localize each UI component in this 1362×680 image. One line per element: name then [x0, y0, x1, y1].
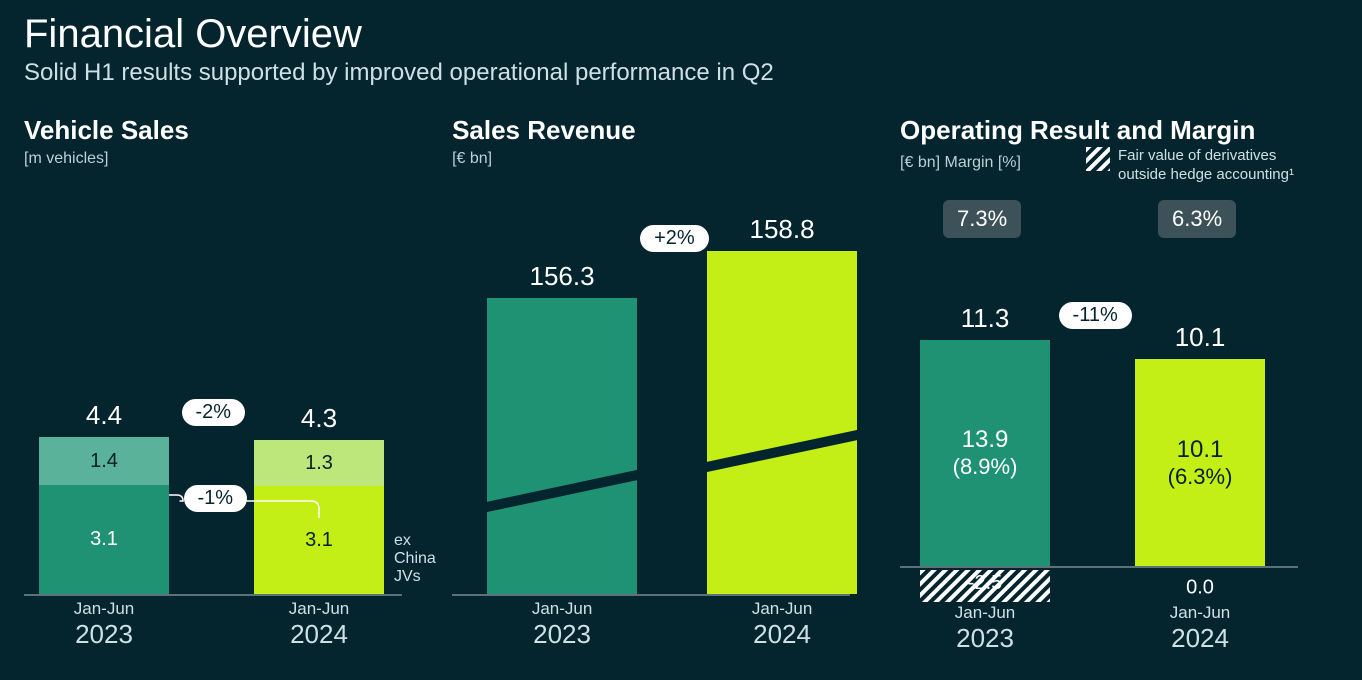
charts-row: Vehicle Sales [m vehicles] 4.4 1.4 3.1 J…: [24, 115, 1338, 660]
axis-baseline: [24, 594, 402, 596]
connector-arrow-icon: [452, 176, 952, 676]
chart-sales-revenue: Sales Revenue [€ bn] 156.3 Jan-Jun 2023 …: [452, 115, 890, 660]
hatch-swatch-icon: [1086, 147, 1110, 171]
chart-body: 4.4 1.4 3.1 Jan-Jun 2023 4.3 1.3 3.1 Jan…: [24, 176, 442, 656]
chart-vehicle-sales: Vehicle Sales [m vehicles] 4.4 1.4 3.1 J…: [24, 115, 442, 660]
chart-body: 7.3% 6.3% 11.3 13.9 (8.9%) -2.5 Jan-Jun: [900, 180, 1338, 660]
x-axis-label-2024: Jan-Jun 2024: [254, 599, 384, 650]
chart-title: Vehicle Sales: [24, 115, 442, 146]
delta-pill-total: +2%: [640, 225, 709, 252]
delta-pill-lower: -1%: [184, 485, 248, 512]
connector-arrow-icon: [24, 176, 424, 576]
chart-unit-label: [m vehicles]: [24, 150, 442, 168]
legend-fair-value: Fair value of derivatives outside hedge …: [1086, 147, 1328, 185]
connector-arrow-icon: [900, 180, 1362, 680]
chart-body: 156.3 Jan-Jun 2023 158.8 Jan-Jun 2024 +2…: [452, 176, 890, 656]
chart-unit-label: [€ bn]: [452, 150, 890, 168]
chart-title: Sales Revenue: [452, 115, 890, 146]
page-subtitle: Solid H1 results supported by improved o…: [24, 59, 1338, 87]
delta-pill-total: -2%: [182, 399, 246, 426]
chart-title: Operating Result and Margin: [900, 115, 1338, 146]
legend-text: Fair value of derivatives outside hedge …: [1118, 147, 1328, 185]
page-title: Financial Overview: [24, 12, 1338, 57]
delta-pill-total: -11%: [1059, 302, 1132, 329]
chart-unit-label: [€ bn] Margin [%]: [900, 154, 1021, 172]
x-axis-label-2023: Jan-Jun 2023: [39, 599, 169, 650]
chart-operating-result: Operating Result and Margin [€ bn] Margi…: [900, 115, 1338, 660]
